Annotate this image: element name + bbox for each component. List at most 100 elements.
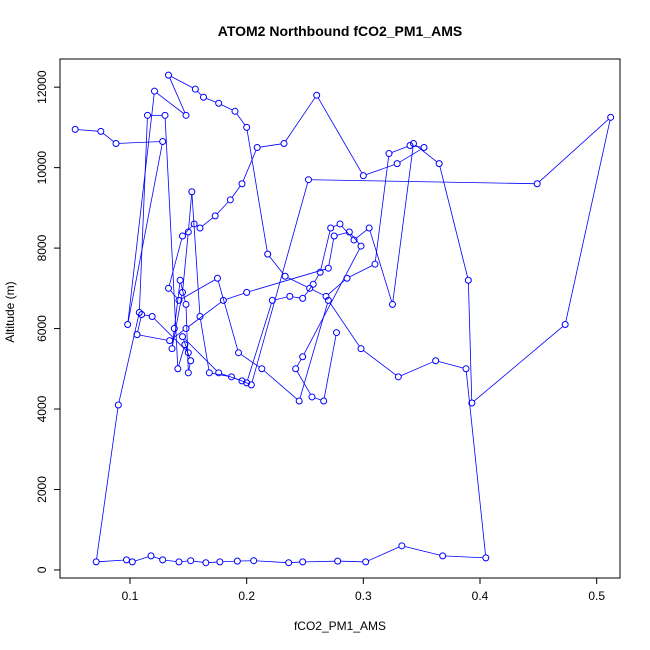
y-tick-label: 0 [35, 566, 49, 573]
series-line-segment [231, 185, 241, 198]
data-point [235, 349, 242, 357]
series-line-segment [399, 148, 422, 163]
data-point [216, 558, 224, 566]
data-point [226, 196, 234, 204]
series-line-segment [565, 120, 611, 322]
data-point [268, 296, 276, 304]
data-point [420, 144, 428, 152]
data-point [175, 296, 183, 304]
series-line-segment [400, 361, 434, 377]
y-tick-label: 8000 [35, 234, 49, 261]
data-point [385, 150, 393, 158]
data-point [253, 144, 261, 152]
data-point [159, 137, 167, 145]
data-point [264, 250, 272, 258]
data-point [190, 220, 198, 228]
series-line-segment [350, 234, 360, 245]
data-point [313, 91, 321, 99]
data-point [324, 264, 332, 272]
y-axis-label: Altitude (m) [3, 281, 17, 342]
series-line-segment [366, 164, 395, 176]
series-line-segment [285, 97, 316, 142]
data-point [215, 369, 223, 377]
series-line-segment [249, 268, 326, 292]
data-point [320, 397, 328, 405]
series-line-segment [312, 289, 324, 296]
data-point [333, 329, 340, 337]
data-point [238, 180, 246, 188]
data-point [357, 242, 365, 250]
data-point [165, 284, 172, 292]
data-point [196, 224, 204, 232]
y-axis: 0 2000 4000 6000 8000 10000 12000 [35, 70, 60, 573]
data-point [243, 288, 251, 296]
y-tick-label: 12000 [35, 70, 49, 104]
data-point [309, 280, 317, 288]
data-point [174, 365, 182, 373]
series-line-segment [118, 315, 140, 403]
y-tick-label: 6000 [35, 315, 49, 342]
data-point [482, 554, 490, 562]
series-line-segment [468, 283, 473, 401]
data-point [187, 557, 195, 565]
data-point [305, 176, 312, 184]
series-line-segment [169, 77, 186, 113]
series-line-segment [473, 326, 564, 402]
series-line-segment [317, 97, 363, 174]
data-point [170, 325, 178, 333]
data-point [231, 107, 239, 115]
data-point [464, 276, 472, 284]
series-line-segment [296, 371, 311, 395]
data-point [182, 325, 190, 333]
series-line-segment [314, 397, 321, 401]
data-point [299, 558, 307, 566]
data-point [406, 142, 414, 149]
series-line-segment [183, 339, 188, 351]
series-line-segment [168, 238, 183, 286]
data-point [228, 373, 235, 381]
data-point [410, 139, 417, 147]
series-line-segment [127, 144, 163, 322]
series-line-segment [240, 354, 260, 368]
series-line-segment [269, 256, 284, 275]
series-line-segment [178, 347, 185, 367]
data-point [179, 232, 186, 240]
data-point [561, 321, 569, 329]
series-line-segment [139, 118, 148, 310]
data-point [191, 85, 199, 93]
series-line-segment [391, 146, 408, 153]
data-point [258, 365, 266, 373]
data-point [148, 312, 156, 320]
series-line-segment [415, 145, 438, 163]
series-line-segment [171, 330, 184, 340]
data-point [184, 349, 192, 357]
data-point [112, 139, 120, 147]
data-point [365, 224, 373, 232]
series-line-segment [247, 303, 272, 381]
y-tick-label: 2000 [35, 476, 49, 503]
data-point [138, 310, 146, 318]
data-point [286, 292, 294, 300]
data-point [362, 558, 370, 566]
data-point [334, 557, 342, 565]
series-line-segment [333, 224, 338, 228]
data-point [202, 559, 210, 567]
data-point [181, 341, 189, 349]
data-point [247, 381, 255, 389]
data-point [151, 87, 158, 95]
data-point [179, 288, 186, 296]
data-point [182, 111, 190, 119]
series-line-segment [349, 265, 373, 278]
data-point [435, 160, 443, 168]
data-point [128, 558, 136, 566]
data-point [182, 300, 190, 308]
series-line-segment [127, 94, 155, 322]
series-line-segment [392, 146, 414, 302]
series-line-segment [174, 283, 181, 326]
data-point [188, 188, 196, 196]
data-point [281, 272, 289, 280]
data-point [214, 274, 221, 282]
series-line-segment [170, 76, 193, 89]
data-point [147, 552, 155, 560]
plot-frame [59, 58, 621, 579]
